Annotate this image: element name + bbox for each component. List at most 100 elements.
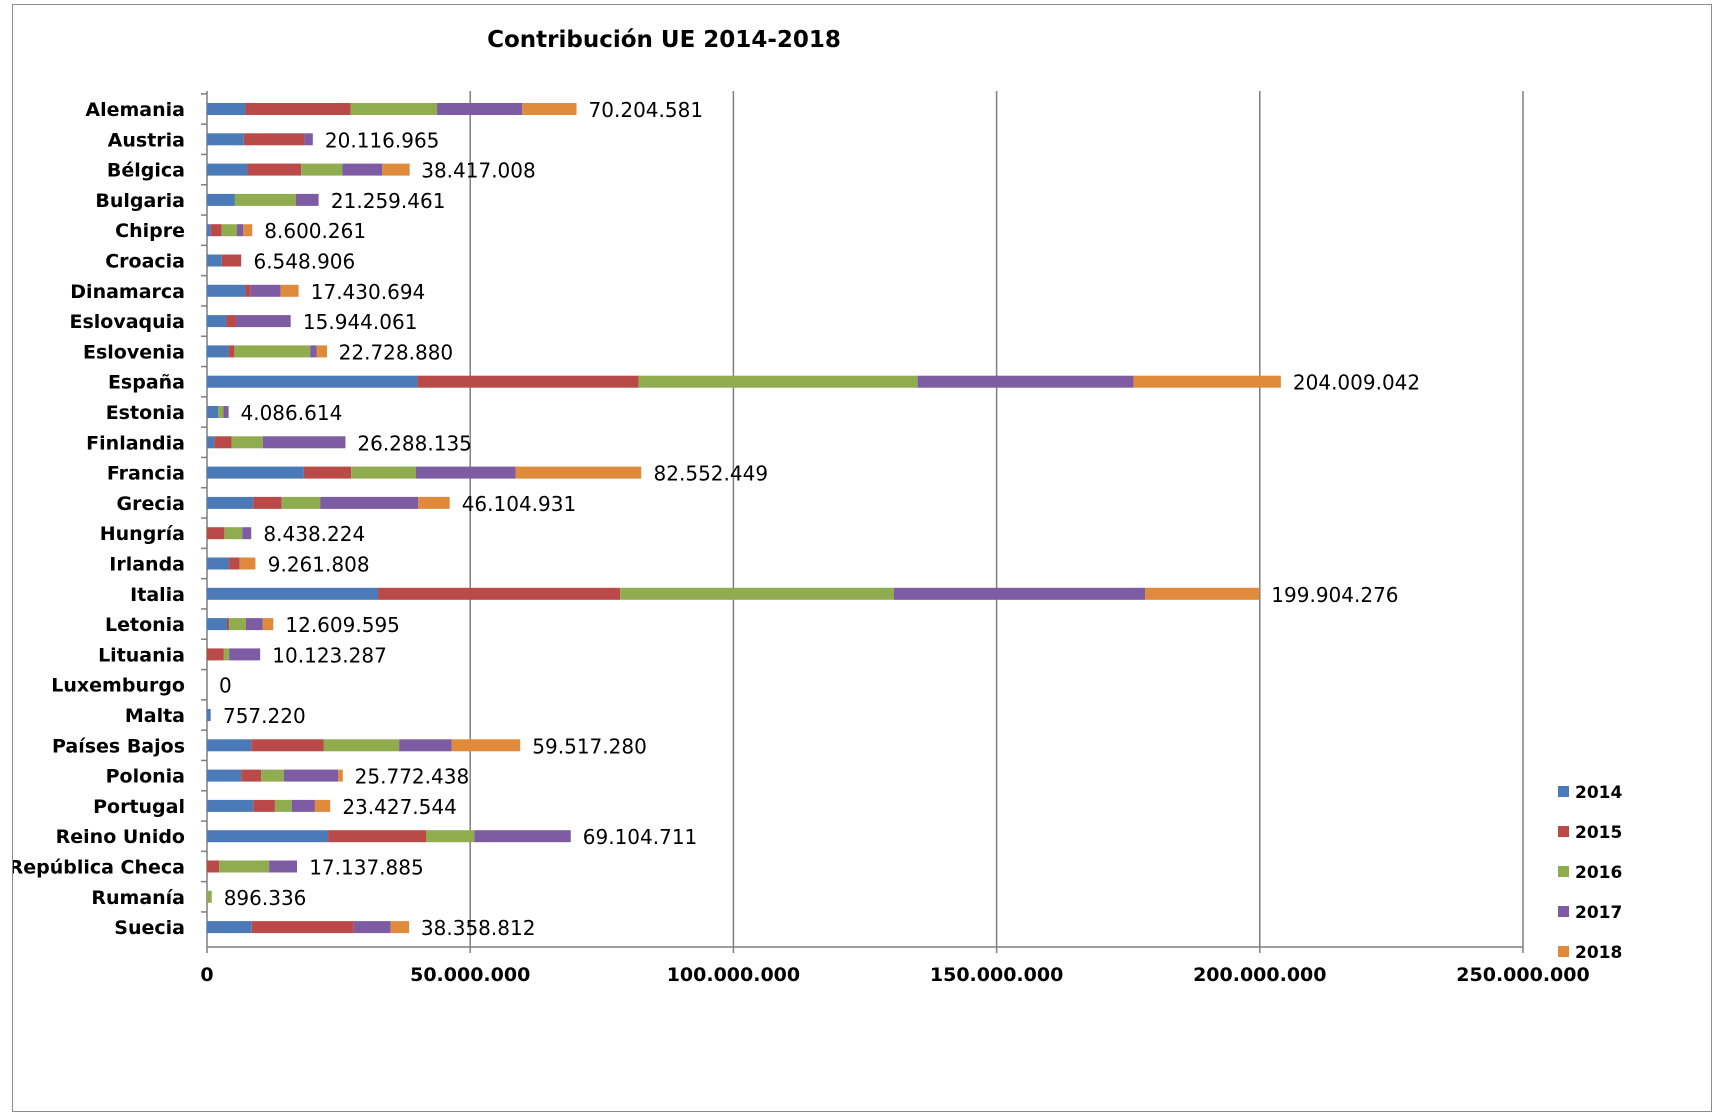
bar-segment-2015 xyxy=(251,739,324,752)
bar-segment-2016 xyxy=(638,375,918,388)
category-label: Italia xyxy=(130,584,185,606)
total-label: 17.137.885 xyxy=(309,856,424,880)
bar-segment-2014 xyxy=(207,769,242,782)
bar-segment-2017 xyxy=(242,527,252,540)
bar-segment-2014 xyxy=(207,587,379,600)
x-tick-label: 50.000.000 xyxy=(410,964,530,986)
bar-segment-2014 xyxy=(207,133,244,146)
legend-swatch xyxy=(1558,866,1569,877)
bar-segment-2015 xyxy=(417,375,639,388)
x-tick-label: 250.000.000 xyxy=(1456,964,1589,986)
category-label: Eslovenia xyxy=(83,341,185,363)
legend-swatch xyxy=(1558,826,1569,837)
category-label: Dinamarca xyxy=(70,281,185,303)
total-label: 38.358.812 xyxy=(421,916,536,940)
chart-title: Contribución UE 2014-2018 xyxy=(487,27,841,53)
total-label: 25.772.438 xyxy=(355,765,470,789)
total-label: 69.104.711 xyxy=(583,825,698,849)
bar-segment-2014 xyxy=(207,921,252,934)
category-label: España xyxy=(108,372,185,394)
total-label: 896.336 xyxy=(224,886,307,910)
bar-segment-2014 xyxy=(207,224,211,237)
bar-segment-2017 xyxy=(235,315,291,328)
total-label: 6.548.906 xyxy=(253,250,355,274)
bar-segment-2014 xyxy=(207,406,219,418)
bar-segment-2014 xyxy=(207,830,329,843)
bar-segment-2015 xyxy=(253,799,275,812)
bar-segment-2015 xyxy=(210,224,222,237)
bar-segment-2018 xyxy=(316,345,328,358)
bar-segment-2016 xyxy=(281,496,321,509)
legend-label: 2017 xyxy=(1575,903,1622,923)
category-label: Países Bajos xyxy=(52,735,185,757)
category-label: Malta xyxy=(125,705,185,727)
bar-segment-2015 xyxy=(328,830,426,843)
bar-segment-2014 xyxy=(207,193,235,206)
total-label: 59.517.280 xyxy=(532,734,647,758)
bar-segment-2017 xyxy=(245,618,263,631)
total-label: 199.904.276 xyxy=(1271,583,1398,607)
bar-segment-2015 xyxy=(227,618,230,631)
bar-segment-2014 xyxy=(207,739,252,752)
bar-segment-2015 xyxy=(251,921,354,934)
bar-segment-2015 xyxy=(207,527,225,540)
total-label: 4.086.614 xyxy=(241,401,343,425)
bar-segment-2017 xyxy=(291,799,315,812)
bar-segment-2017 xyxy=(399,739,452,752)
bar-segment-2014 xyxy=(207,163,248,176)
bar-segment-2015 xyxy=(207,648,224,661)
total-label: 20.116.965 xyxy=(325,128,440,152)
category-label: Rumanía xyxy=(91,887,185,909)
bar-segment-2018 xyxy=(262,618,274,631)
bar-segment-2017 xyxy=(415,466,516,479)
bar-segment-2017 xyxy=(310,345,317,358)
bar-segment-2016 xyxy=(219,860,270,873)
bar-segment-2018 xyxy=(1133,375,1281,388)
bar-segment-2018 xyxy=(243,224,253,237)
x-tick-label: 150.000.000 xyxy=(930,964,1063,986)
bar-segment-2018 xyxy=(314,799,331,812)
bar-segment-2017 xyxy=(437,103,523,115)
chart-plot: 0 50.000.000 100.000.000 150.000.000 200.000… xyxy=(13,91,1622,986)
total-label: 22.728.880 xyxy=(339,340,454,364)
bar-segment-2017 xyxy=(304,133,313,146)
bar-segment-2015 xyxy=(241,769,262,782)
bar-segment-2017 xyxy=(342,163,383,176)
bar-segment-2015 xyxy=(245,103,351,115)
total-label: 12.609.595 xyxy=(285,613,400,637)
bar-segment-2017 xyxy=(223,406,229,418)
legend-label: 2016 xyxy=(1575,863,1622,883)
bar-segment-2016 xyxy=(301,163,343,176)
bar-segment-2014 xyxy=(207,557,230,570)
bar-segment-2017 xyxy=(917,375,1134,388)
total-label: 8.600.261 xyxy=(264,219,366,243)
total-label: 23.427.544 xyxy=(342,795,457,819)
total-label: 82.552.449 xyxy=(654,462,769,486)
total-label: 46.104.931 xyxy=(462,492,577,516)
bar-segment-2017 xyxy=(269,860,298,873)
bar-segment-2016 xyxy=(425,830,475,843)
bar-segment-2015 xyxy=(214,436,232,449)
category-label: Francia xyxy=(107,463,185,485)
bar-segment-2016 xyxy=(323,739,400,752)
bar-segment-2014 xyxy=(207,103,246,115)
bar-segment-2016 xyxy=(350,103,438,115)
x-tick-label: 0 xyxy=(200,964,213,986)
bar-segment-2018 xyxy=(418,496,450,509)
bar-segment-2016 xyxy=(229,618,246,631)
bar-segment-2017 xyxy=(237,224,244,237)
bar-segment-2017 xyxy=(320,496,419,509)
category-label: Irlanda xyxy=(109,554,185,576)
bar-segment-2014 xyxy=(207,345,229,358)
bar-segment-2015 xyxy=(378,587,621,600)
total-label: 17.430.694 xyxy=(311,280,426,304)
bar-segment-2018 xyxy=(522,103,577,115)
bar-segment-2015 xyxy=(221,254,242,267)
category-label: Austria xyxy=(108,129,185,151)
bar-segment-2018 xyxy=(338,769,343,782)
category-label: República Checa xyxy=(13,857,185,879)
total-label: 15.944.061 xyxy=(303,310,418,334)
bar-segment-2014 xyxy=(207,284,246,297)
bar-segment-2016 xyxy=(223,648,230,661)
total-label: 21.259.461 xyxy=(331,189,446,213)
